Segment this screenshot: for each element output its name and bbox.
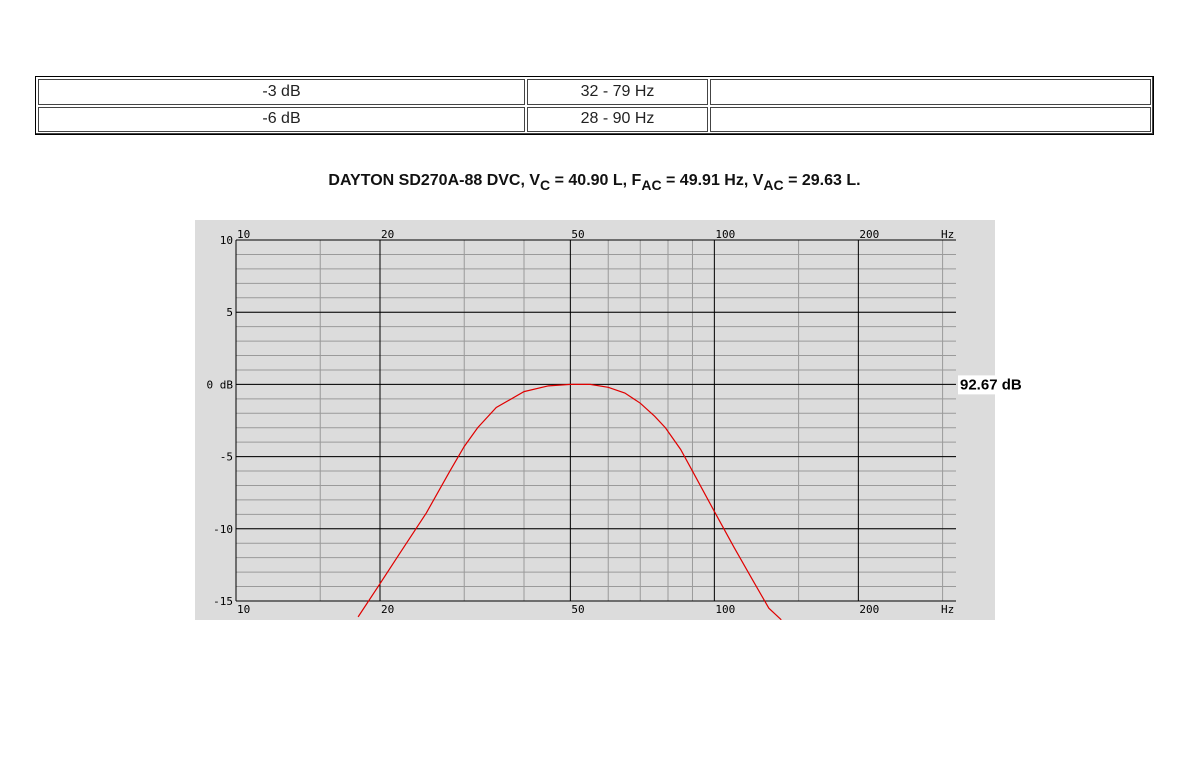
- x-tick-label: 50: [571, 228, 584, 241]
- plot-background: [195, 220, 995, 620]
- title-text: = 40.90 L, F: [550, 172, 642, 189]
- title-subscript: AC: [641, 177, 662, 193]
- passband-table: -3 dB 32 - 79 Hz -6 dB 28 - 90 Hz: [35, 76, 1154, 135]
- table-cell: [710, 106, 1151, 132]
- x-tick-label: 200: [859, 603, 879, 616]
- title-text: DAYTON SD270A-88 DVC, V: [328, 172, 541, 189]
- x-tick-label: 20: [381, 603, 394, 616]
- title-text: = 49.91 Hz, V: [661, 172, 764, 189]
- y-tick-label: -5: [220, 451, 233, 464]
- x-tick-label: 10: [237, 228, 250, 241]
- title-subscript: AC: [763, 177, 784, 193]
- x-tick-label: 50: [571, 603, 584, 616]
- table-cell: [710, 79, 1151, 105]
- title-text: = 29.63 L.: [783, 172, 861, 189]
- table-row: -6 dB 28 - 90 Hz: [38, 106, 1151, 132]
- table-cell: 32 - 79 Hz: [527, 79, 708, 105]
- reference-level-background: [958, 375, 1024, 395]
- y-tick-label: 10: [220, 234, 233, 247]
- y-tick-label: -15: [213, 595, 233, 608]
- x-axis-label: Hz: [941, 228, 954, 241]
- reference-level: 92.67 dB: [960, 376, 1022, 393]
- x-tick-label: 10: [237, 603, 250, 616]
- response-curve: [357, 383, 782, 620]
- y-tick-label: 0 dB: [207, 378, 234, 391]
- y-tick-label: -10: [213, 523, 233, 536]
- table-cell: -6 dB: [38, 106, 525, 132]
- x-tick-label: 20: [381, 228, 394, 241]
- x-axis-label: Hz: [941, 603, 954, 616]
- title-subscript: C: [540, 177, 551, 193]
- x-tick-label: 200: [859, 228, 879, 241]
- x-tick-label: 100: [715, 603, 735, 616]
- table-cell: 28 - 90 Hz: [527, 106, 708, 132]
- chart-title: DAYTON SD270A-88 DVC, VC = 40.90 L, FAC …: [0, 172, 1189, 193]
- y-tick-label: 5: [226, 306, 233, 319]
- table-cell: -3 dB: [38, 79, 525, 105]
- table-row: -3 dB 32 - 79 Hz: [38, 79, 1151, 105]
- x-tick-label: 100: [715, 228, 735, 241]
